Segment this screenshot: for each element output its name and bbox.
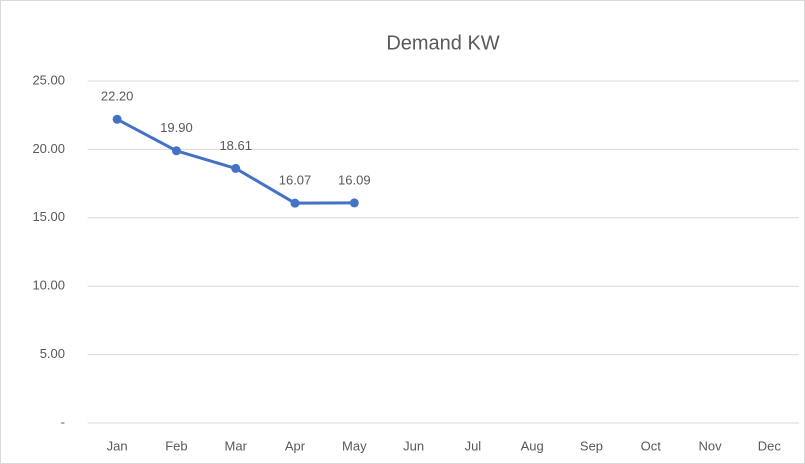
y-tick-label: 20.00 — [32, 141, 65, 156]
data-label: 16.09 — [338, 172, 371, 187]
marker — [231, 163, 241, 173]
data-label: 19.90 — [160, 120, 193, 135]
y-tick-label: 5.00 — [40, 346, 65, 361]
data-label: 18.61 — [219, 138, 252, 153]
x-tick-label: Jun — [403, 438, 424, 453]
x-tick-label: Sep — [580, 438, 603, 453]
marker — [171, 146, 181, 156]
x-tick-label: Apr — [285, 438, 306, 453]
chart-title: Demand KW — [386, 32, 499, 54]
y-tick-label: 25.00 — [32, 72, 65, 87]
x-tick-label: Nov — [699, 438, 723, 453]
x-tick-label: Feb — [165, 438, 187, 453]
data-label: 22.20 — [101, 89, 134, 104]
y-tick-label: 15.00 — [32, 209, 65, 224]
y-tick-label: - — [61, 414, 65, 429]
x-tick-label: Aug — [521, 438, 544, 453]
y-tick-label: 10.00 — [32, 278, 65, 293]
x-tick-label: May — [342, 438, 367, 453]
x-tick-label: Dec — [758, 438, 782, 453]
x-tick-label: Oct — [641, 438, 662, 453]
data-label: 16.07 — [279, 173, 312, 188]
x-tick-label: Mar — [225, 438, 248, 453]
marker — [112, 114, 122, 124]
x-tick-label: Jul — [465, 438, 482, 453]
marker — [290, 198, 300, 208]
x-tick-label: Jan — [107, 438, 128, 453]
marker — [349, 198, 359, 208]
